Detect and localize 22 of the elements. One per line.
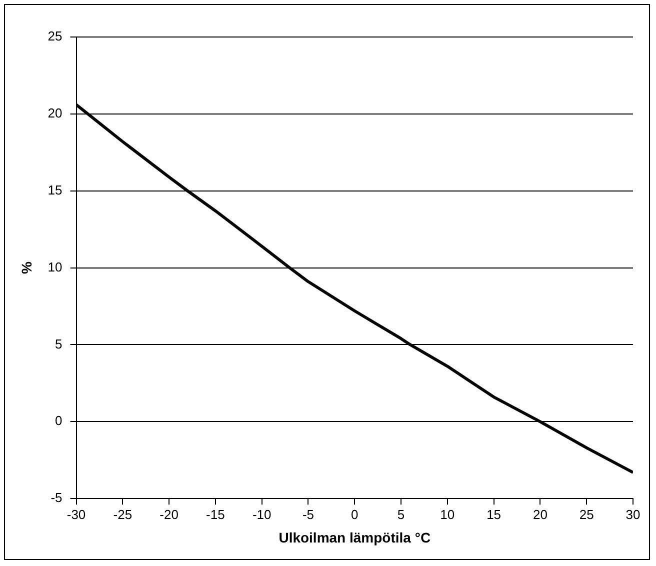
- x-tick-label: 30: [626, 506, 640, 522]
- y-axis-title: %: [18, 261, 34, 274]
- x-tick-label: -25: [113, 506, 132, 522]
- y-tick-label: 20: [48, 106, 62, 121]
- x-axis-title: Ulkoilman lämpötila °C: [278, 529, 431, 546]
- y-tick-label: 0: [55, 413, 62, 428]
- y-tick-label: 25: [48, 28, 62, 44]
- y-tick-label: 10: [48, 259, 62, 274]
- x-tick-label: -5: [302, 506, 314, 522]
- y-tick-label: 5: [55, 336, 62, 352]
- x-tick-label: -20: [160, 506, 178, 522]
- y-tick-label: 15: [48, 182, 62, 198]
- x-tick-label: -30: [66, 506, 86, 522]
- x-tick-label: 15: [486, 506, 502, 522]
- x-tick-label: 0: [351, 506, 358, 522]
- x-tick-label: -15: [206, 506, 225, 522]
- x-tick-label: 10: [440, 506, 455, 522]
- x-tick-label: 5: [397, 506, 405, 522]
- x-tick-label: 20: [532, 506, 548, 522]
- y-tick-label: -5: [50, 490, 62, 506]
- x-tick-label: -10: [252, 506, 272, 522]
- x-tick-label: 25: [579, 506, 594, 522]
